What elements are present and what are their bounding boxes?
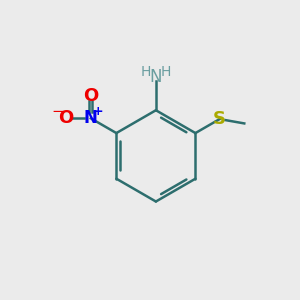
- Text: N: N: [84, 109, 98, 127]
- Text: S: S: [213, 110, 226, 128]
- Text: O: O: [58, 109, 74, 127]
- Text: −: −: [51, 104, 64, 119]
- Text: N: N: [150, 68, 162, 86]
- Text: +: +: [93, 105, 104, 119]
- Text: H: H: [140, 65, 151, 79]
- Text: O: O: [83, 87, 98, 105]
- Text: H: H: [161, 65, 171, 79]
